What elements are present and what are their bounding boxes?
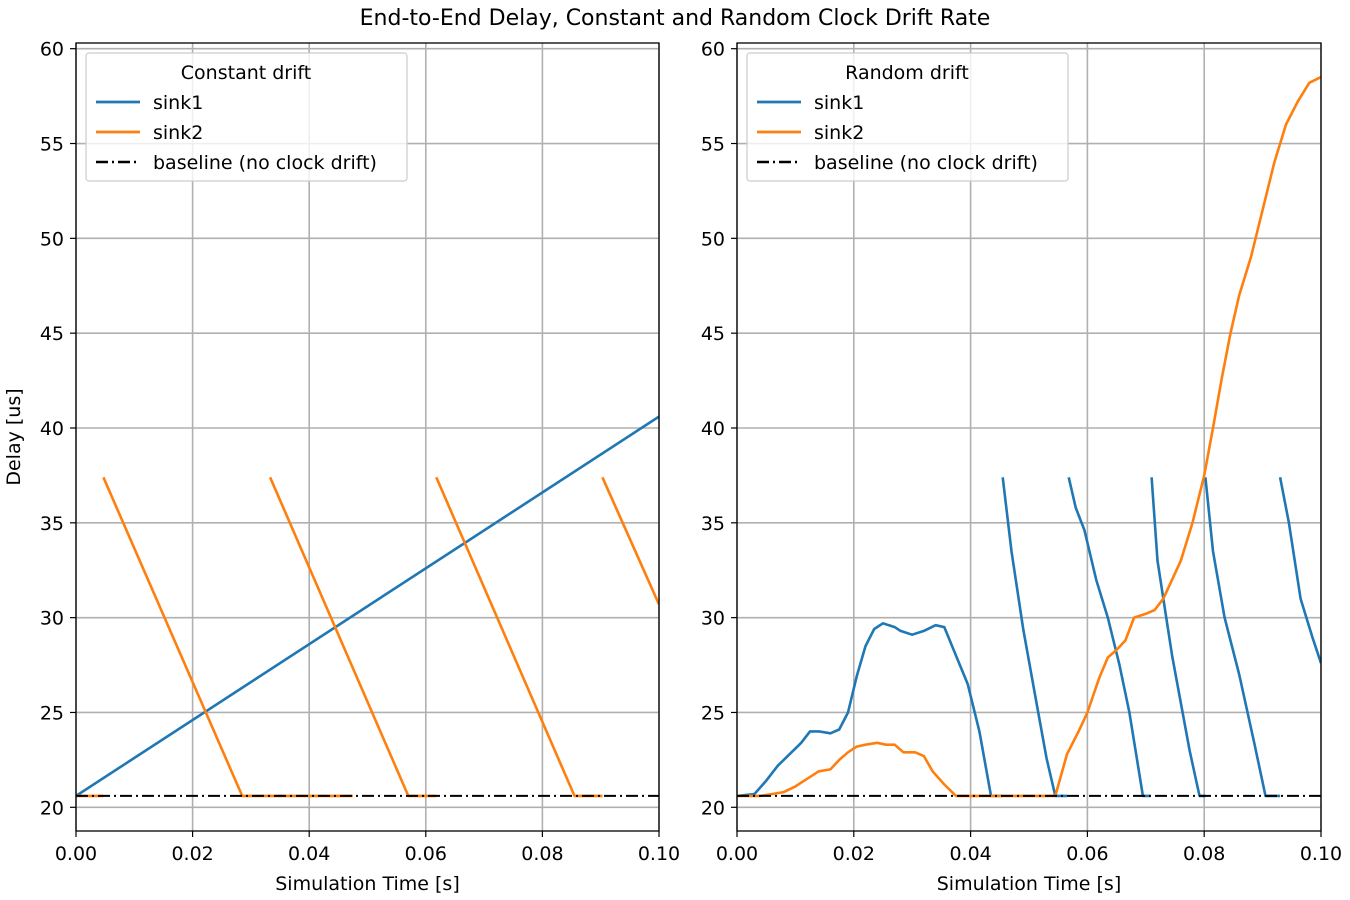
y-tick-label: 30 [701, 608, 725, 630]
legend-entry: sink2 [153, 122, 203, 144]
legend-entry: sink2 [814, 122, 864, 144]
legend-entry: sink1 [814, 92, 864, 114]
series-line-sink1 [1150, 477, 1206, 798]
legend-title: Constant drift [181, 62, 311, 84]
figure-suptitle: End-to-End Delay, Constant and Random Cl… [360, 6, 991, 31]
x-tick-label: 0.10 [1300, 843, 1342, 865]
x-tick-label: 0.00 [55, 843, 97, 865]
x-tick-label: 0.04 [288, 843, 330, 865]
x-tick-label: 0.08 [1183, 843, 1225, 865]
y-tick-label: 25 [701, 702, 725, 724]
x-axis-label: Simulation Time [s] [937, 873, 1122, 895]
y-axis-label: Delay [us] [3, 388, 25, 485]
legend-entry: baseline (no clock drift) [814, 152, 1038, 174]
legend: Random drift sink1 sink2 baseline (no clock… [746, 52, 1069, 182]
y-tick-label: 50 [701, 228, 725, 250]
axes-frame [75, 42, 660, 832]
series-line-sink1 [1001, 477, 1067, 798]
legend-entry: baseline (no clock drift) [153, 152, 377, 174]
y-tick-label: 45 [40, 323, 64, 345]
y-tick-label: 55 [701, 134, 725, 156]
series-line-sink2 [268, 476, 437, 798]
series-line-sink2 [435, 476, 603, 798]
series-line-sink1 [737, 621, 993, 798]
y-tick-label: 35 [40, 513, 64, 535]
y-tick-label: 35 [701, 513, 725, 535]
series-line-sink2 [102, 476, 353, 798]
y-tick-label: 20 [40, 797, 64, 819]
x-tick-label: 0.08 [521, 843, 563, 865]
legend-title: Random drift [845, 62, 969, 84]
y-tick-label: 20 [701, 797, 725, 819]
axes-frame [736, 42, 1322, 832]
legend-box [85, 52, 408, 182]
plot-area [737, 75, 1321, 798]
legend-entry: sink1 [153, 92, 203, 114]
x-axis-label: Simulation Time [s] [275, 873, 460, 895]
series-line-sink1 [76, 415, 659, 797]
series-line-sink2 [1054, 75, 1321, 797]
y-tick-label: 50 [40, 228, 64, 250]
legend-box [746, 52, 1069, 182]
x-tick-label: 0.06 [1066, 843, 1108, 865]
y-tick-label: 45 [701, 323, 725, 345]
x-tick-label: 0.00 [716, 843, 758, 865]
x-tick-label: 0.04 [949, 843, 991, 865]
legend: Constant drift sink1 sink2 baseline (no clo… [85, 52, 408, 182]
y-tick-label: 55 [40, 134, 64, 156]
x-tick-label: 0.02 [833, 843, 875, 865]
x-tick-label: 0.02 [171, 843, 213, 865]
chart-random-drift: 0.00 0.02 0.04 0.06 0.08 0.10 20 25 30 35 40 45 50 55… [701, 39, 1342, 895]
y-tick-label: 40 [701, 418, 725, 440]
series-line-sink2 [601, 476, 659, 605]
y-tick-label: 25 [40, 702, 64, 724]
series-line-sink1 [1278, 477, 1321, 664]
series-line-sink1 [1204, 477, 1281, 798]
x-tick-label: 0.10 [638, 843, 680, 865]
series-line-sink2 [737, 741, 1056, 798]
plot-area [76, 415, 659, 798]
y-tick-label: 60 [701, 39, 725, 61]
y-tick-label: 40 [40, 418, 64, 440]
series-line-sink1 [1067, 477, 1151, 798]
chart-constant-drift: 0.00 0.02 0.04 0.06 0.08 0.10 20 25 30 35 40 45 50 55… [3, 39, 680, 895]
y-tick-label: 60 [40, 39, 64, 61]
x-tick-label: 0.06 [405, 843, 447, 865]
y-tick-label: 30 [40, 608, 64, 630]
